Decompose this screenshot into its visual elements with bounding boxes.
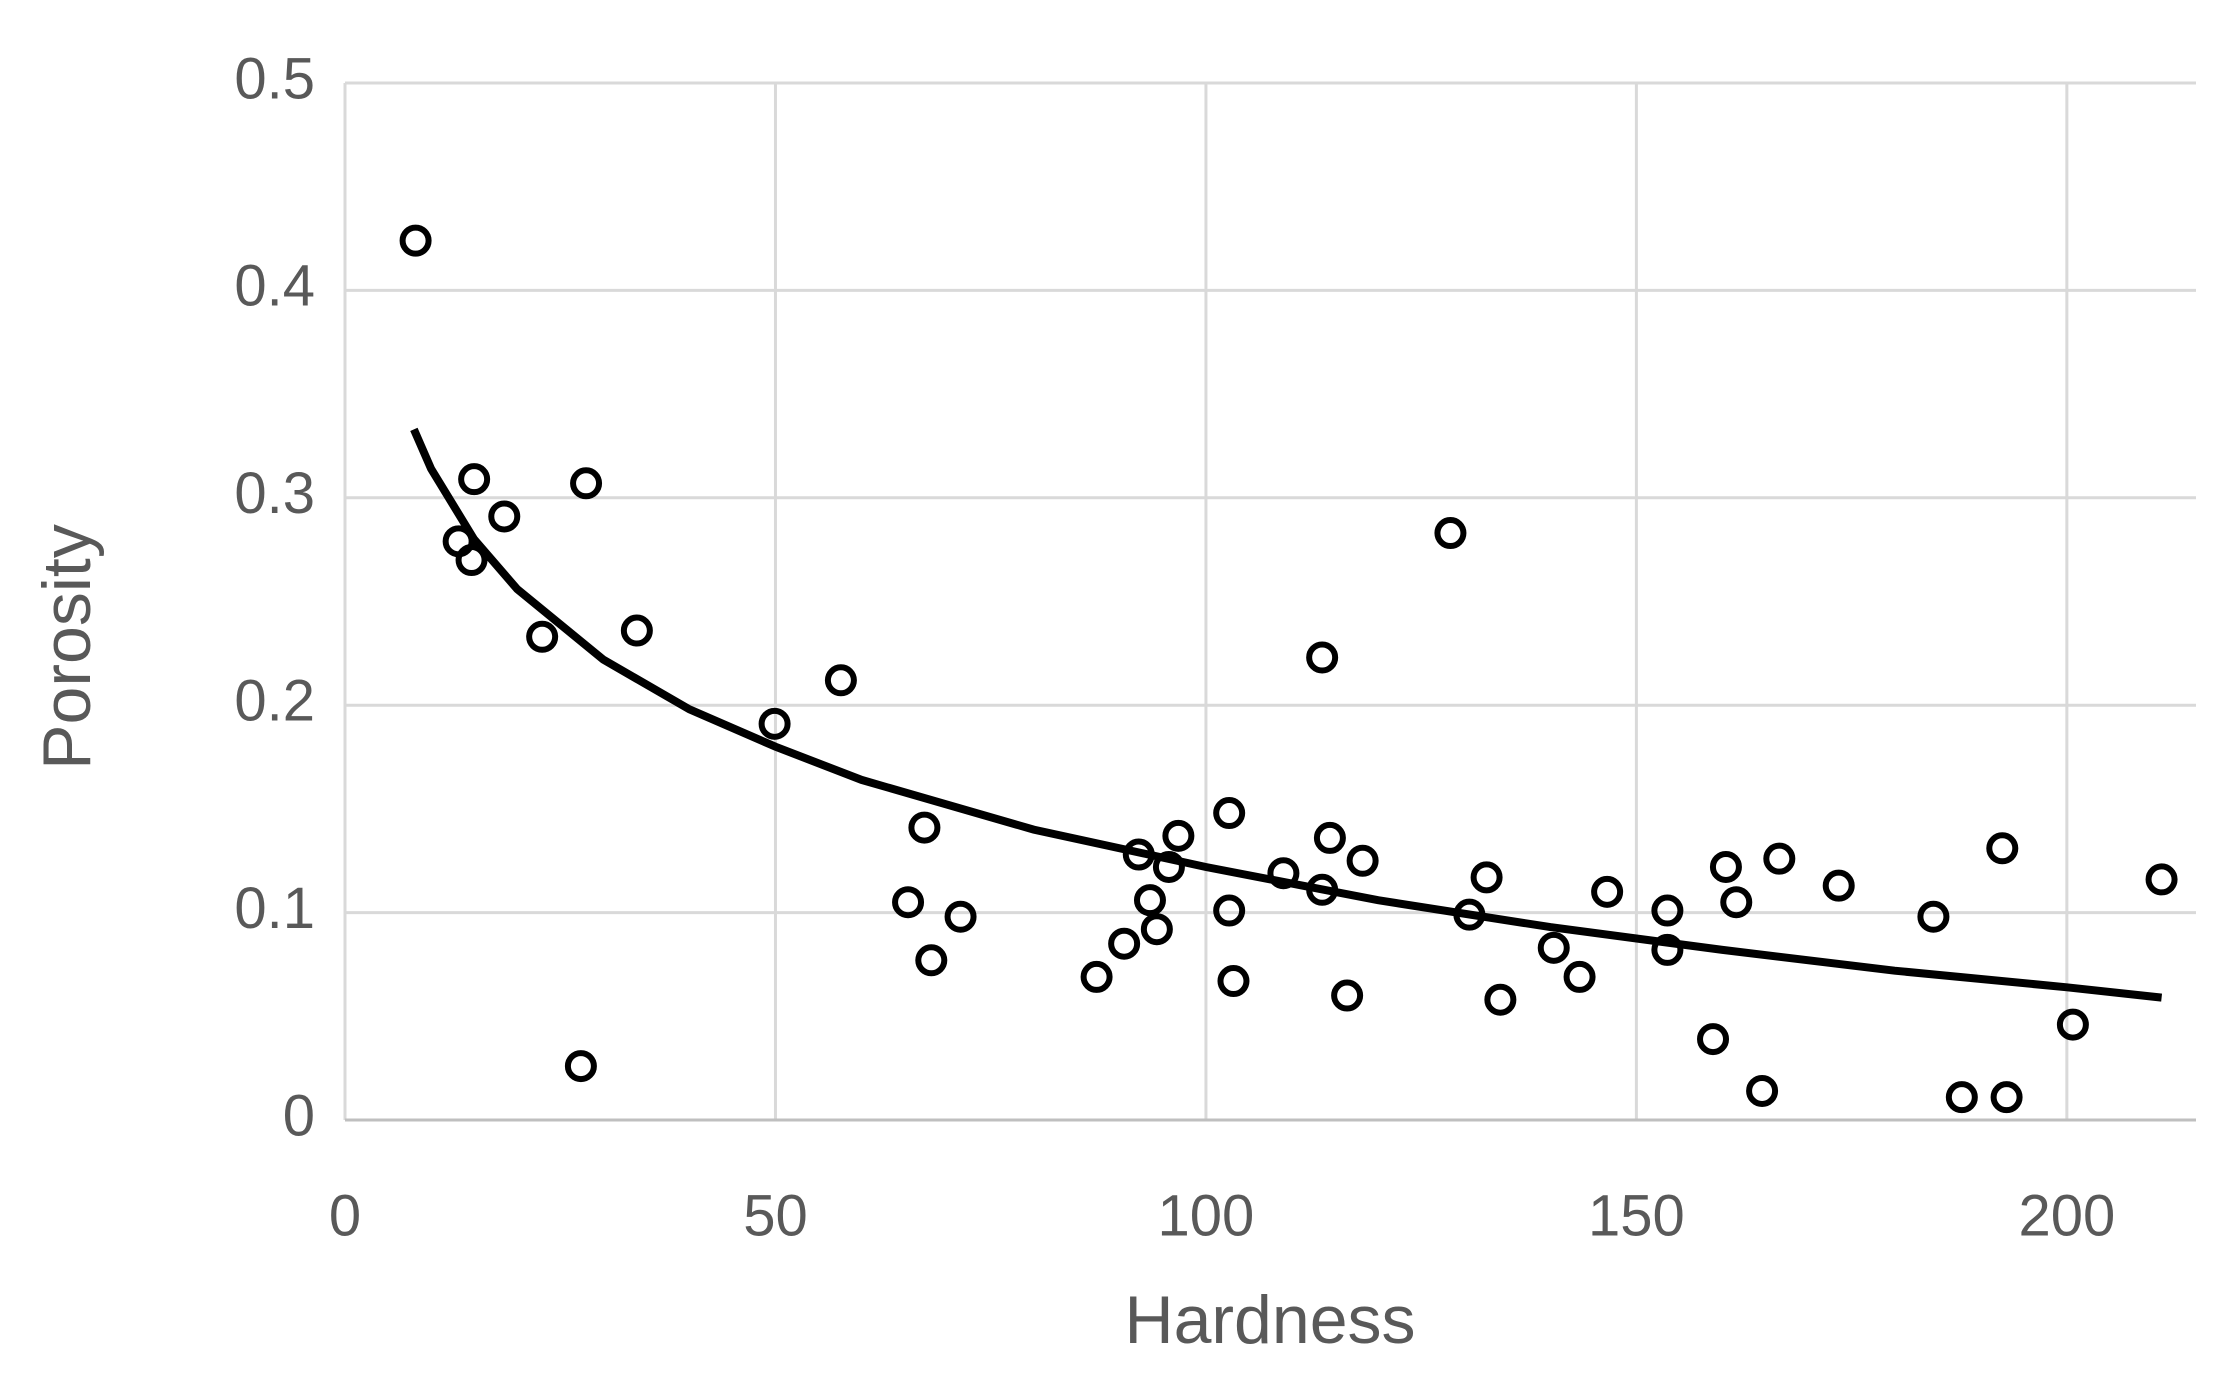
- y-tick-label: 0.2: [234, 669, 315, 734]
- point: [1346, 844, 1379, 877]
- y-tick-label: 0.3: [234, 461, 315, 526]
- point: [564, 1050, 597, 1083]
- x-tick-label: 100: [1158, 1183, 1255, 1248]
- x-tick-label: 50: [743, 1183, 808, 1248]
- x-tick-label: 150: [1588, 1183, 1685, 1248]
- point: [570, 467, 603, 500]
- point: [1917, 900, 1950, 933]
- y-tick-label: 0: [283, 1083, 315, 1148]
- point: [1990, 1081, 2023, 1114]
- point: [1108, 927, 1141, 960]
- point: [1122, 838, 1155, 871]
- point: [1313, 821, 1346, 854]
- point: [1720, 886, 1753, 919]
- point: [1763, 842, 1796, 875]
- point: [1945, 1081, 1978, 1114]
- point: [1563, 960, 1596, 993]
- point: [620, 614, 653, 647]
- x-axis-title: Hardness: [1124, 1282, 1415, 1358]
- point: [908, 811, 941, 844]
- point: [824, 664, 857, 697]
- x-tick-label: 200: [2018, 1183, 2115, 1248]
- point: [399, 224, 432, 257]
- point: [1213, 894, 1246, 927]
- point: [1080, 960, 1113, 993]
- point: [455, 544, 488, 577]
- point: [1331, 979, 1364, 1012]
- point: [2145, 863, 2178, 896]
- point: [1709, 850, 1742, 883]
- point: [488, 500, 521, 533]
- x-tick-label: 0: [329, 1183, 361, 1248]
- point: [1822, 869, 1855, 902]
- point: [1591, 875, 1624, 908]
- point: [1217, 965, 1250, 998]
- y-tick-label: 0.1: [234, 876, 315, 941]
- point: [1306, 873, 1339, 906]
- point: [1484, 983, 1517, 1016]
- trendline: [410, 427, 2163, 1002]
- point: [1746, 1074, 1779, 1107]
- y-axis-title: Porosity: [29, 524, 105, 770]
- y-tick-label: 0.5: [234, 46, 315, 111]
- point: [1434, 517, 1467, 550]
- point: [1986, 832, 2019, 865]
- point: [1152, 850, 1185, 883]
- point: [1162, 819, 1195, 852]
- point: [758, 707, 791, 740]
- point: [915, 944, 948, 977]
- point: [1651, 894, 1684, 927]
- point: [1453, 898, 1486, 931]
- point: [2056, 1008, 2089, 1041]
- point: [944, 900, 977, 933]
- point: [458, 463, 491, 496]
- point: [1213, 797, 1246, 830]
- point: [1651, 933, 1684, 966]
- point: [1140, 913, 1173, 946]
- point: [1133, 884, 1166, 917]
- point: [1537, 931, 1570, 964]
- point: [892, 886, 925, 919]
- point: [1470, 861, 1503, 894]
- point: [526, 620, 559, 653]
- point: [1267, 857, 1300, 890]
- point: [1697, 1023, 1730, 1056]
- y-tick-label: 0.4: [234, 254, 315, 319]
- point: [1306, 641, 1339, 674]
